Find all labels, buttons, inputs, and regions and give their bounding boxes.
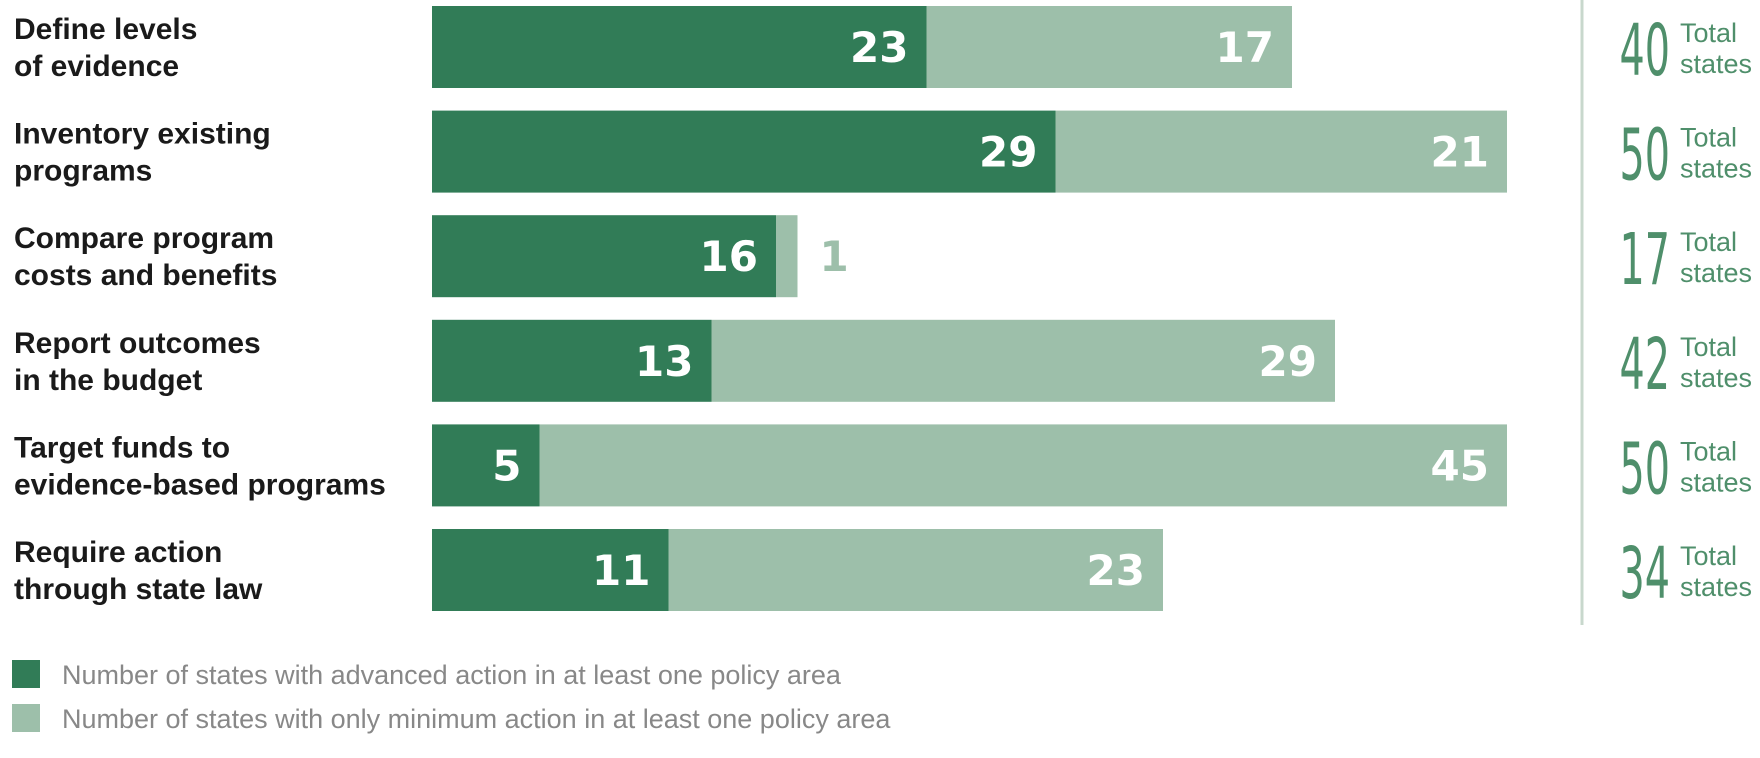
- bar-advanced: [432, 215, 776, 298]
- total-states-word: states: [1680, 467, 1752, 497]
- total-states-word: states: [1680, 258, 1752, 288]
- total-states-word: Total: [1680, 541, 1737, 571]
- total-states-word: Total: [1680, 123, 1737, 153]
- total-states-word: states: [1680, 572, 1752, 602]
- legend-label-minimum: Number of states with only minimum actio…: [62, 704, 891, 734]
- bar-advanced: [432, 110, 1056, 193]
- category-label-line: in the budget: [14, 364, 202, 397]
- category-label-line: Define levels: [14, 13, 197, 46]
- category-label-line: evidence-based programs: [14, 468, 386, 501]
- bar-minimum: [1055, 110, 1507, 193]
- category-label-line: Require action: [14, 536, 222, 569]
- bar-minimum: [539, 424, 1507, 507]
- legend-swatch-minimum: [12, 704, 40, 732]
- total-states-value: 40: [1620, 8, 1670, 92]
- category-label-line: Report outcomes: [14, 327, 261, 360]
- data-label-minimum: 17: [1216, 23, 1274, 72]
- data-label-advanced: 29: [979, 128, 1037, 177]
- bar-advanced: [432, 529, 669, 611]
- category-label-line: of evidence: [14, 50, 179, 83]
- total-states-word: Total: [1680, 227, 1737, 257]
- category-label-line: through state law: [14, 573, 263, 606]
- total-states-value: 50: [1620, 427, 1670, 511]
- total-states-value: 17: [1620, 217, 1670, 301]
- bar-minimum: [776, 215, 798, 298]
- data-label-advanced: 23: [850, 23, 908, 72]
- data-label-advanced: 13: [635, 337, 693, 386]
- category-label-line: Target funds to: [14, 431, 230, 464]
- category-label-line: Compare program: [14, 222, 274, 255]
- legend-swatch-advanced: [12, 660, 40, 688]
- bar-minimum: [711, 319, 1335, 402]
- data-label-minimum: 23: [1087, 546, 1145, 595]
- total-states-word: states: [1680, 49, 1752, 79]
- total-states-word: states: [1680, 363, 1752, 393]
- total-states-word: Total: [1680, 18, 1737, 48]
- category-label-line: Inventory existing: [14, 118, 271, 151]
- total-states-value: 42: [1620, 322, 1670, 406]
- category-label-line: costs and benefits: [14, 259, 277, 292]
- category-label-line: programs: [14, 155, 152, 188]
- data-label-minimum: 45: [1431, 441, 1489, 490]
- total-states-value: 50: [1620, 113, 1670, 197]
- data-label-minimum: 1: [820, 232, 849, 281]
- legend-label-advanced: Number of states with advanced action in…: [62, 660, 842, 690]
- bar-advanced: [432, 424, 540, 507]
- bar-minimum: [926, 6, 1292, 88]
- bar-minimum: [668, 529, 1163, 611]
- total-states-word: states: [1680, 154, 1752, 184]
- data-label-advanced: 11: [592, 546, 650, 595]
- bar-advanced: [432, 319, 712, 402]
- data-label-minimum: 21: [1431, 128, 1489, 177]
- data-label-minimum: 29: [1259, 337, 1317, 386]
- data-label-advanced: 5: [492, 441, 521, 490]
- total-states-word: Total: [1680, 436, 1737, 466]
- bar-advanced: [432, 6, 927, 88]
- total-states-word: Total: [1680, 332, 1737, 362]
- total-states-value: 34: [1620, 531, 1670, 615]
- data-label-advanced: 16: [700, 232, 758, 281]
